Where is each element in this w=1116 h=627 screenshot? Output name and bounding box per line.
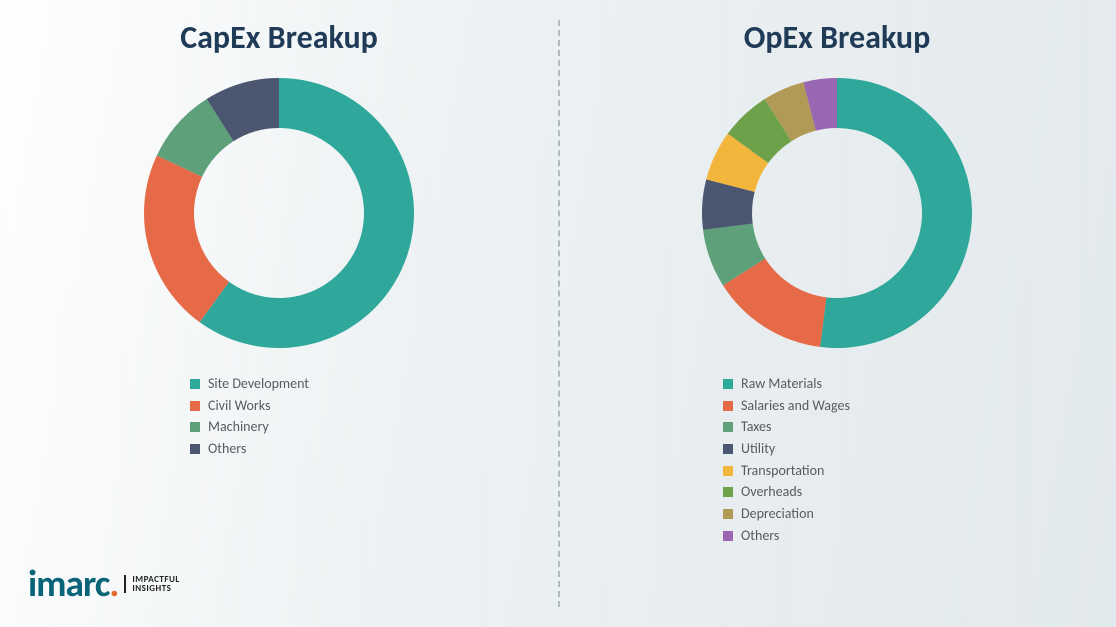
- opex-legend-item-5: Overheads: [723, 481, 850, 503]
- legend-swatch-icon: [190, 444, 200, 454]
- legend-swatch-icon: [723, 466, 733, 476]
- legend-swatch-icon: [723, 422, 733, 432]
- legend-swatch-icon: [190, 422, 200, 432]
- capex-legend-item-1: Civil Works: [190, 395, 309, 417]
- opex-slice-0: [820, 78, 972, 348]
- legend-label: Transportation: [741, 460, 824, 482]
- opex-legend-item-0: Raw Materials: [723, 373, 850, 395]
- opex-panel: OpEx Breakup Raw MaterialsSalaries and W…: [558, 0, 1116, 627]
- vertical-divider: [558, 20, 560, 607]
- legend-swatch-icon: [723, 531, 733, 541]
- legend-label: Taxes: [741, 416, 771, 438]
- opex-legend-item-4: Transportation: [723, 460, 850, 482]
- legend-label: Others: [741, 525, 779, 547]
- capex-legend-item-2: Machinery: [190, 416, 309, 438]
- logo-wordmark: imarc.: [28, 561, 118, 607]
- legend-label: Site Development: [208, 373, 309, 395]
- opex-legend: Raw MaterialsSalaries and WagesTaxesUtil…: [723, 373, 850, 547]
- legend-label: Utility: [741, 438, 775, 460]
- opex-donut-svg: [687, 63, 987, 363]
- legend-label: Machinery: [208, 416, 269, 438]
- logo-text: imarc: [28, 561, 109, 607]
- legend-swatch-icon: [723, 379, 733, 389]
- opex-legend-item-6: Depreciation: [723, 503, 850, 525]
- capex-legend: Site DevelopmentCivil WorksMachineryOthe…: [190, 373, 309, 460]
- opex-title: OpEx Breakup: [744, 18, 931, 57]
- logo-tagline: IMPACTFUL INSIGHTS: [124, 575, 179, 594]
- capex-slice-1: [144, 156, 229, 323]
- legend-label: Overheads: [741, 481, 802, 503]
- capex-panel: CapEx Breakup Site DevelopmentCivil Work…: [0, 0, 558, 627]
- opex-donut-chart: [687, 63, 987, 363]
- opex-legend-item-2: Taxes: [723, 416, 850, 438]
- legend-label: Others: [208, 438, 246, 460]
- capex-title: CapEx Breakup: [180, 18, 378, 57]
- legend-label: Depreciation: [741, 503, 814, 525]
- brand-logo: imarc. IMPACTFUL INSIGHTS: [28, 561, 180, 607]
- legend-swatch-icon: [190, 401, 200, 411]
- legend-swatch-icon: [723, 444, 733, 454]
- logo-tagline-line2: INSIGHTS: [132, 583, 171, 594]
- legend-label: Raw Materials: [741, 373, 822, 395]
- capex-donut-chart: [129, 63, 429, 363]
- legend-swatch-icon: [723, 487, 733, 497]
- legend-swatch-icon: [723, 509, 733, 519]
- capex-donut-svg: [129, 63, 429, 363]
- opex-legend-item-1: Salaries and Wages: [723, 395, 850, 417]
- legend-swatch-icon: [723, 401, 733, 411]
- legend-swatch-icon: [190, 379, 200, 389]
- logo-dot-icon: .: [109, 561, 118, 607]
- capex-legend-item-0: Site Development: [190, 373, 309, 395]
- legend-label: Civil Works: [208, 395, 270, 417]
- opex-legend-item-7: Others: [723, 525, 850, 547]
- opex-legend-item-3: Utility: [723, 438, 850, 460]
- capex-legend-item-3: Others: [190, 438, 309, 460]
- legend-label: Salaries and Wages: [741, 395, 850, 417]
